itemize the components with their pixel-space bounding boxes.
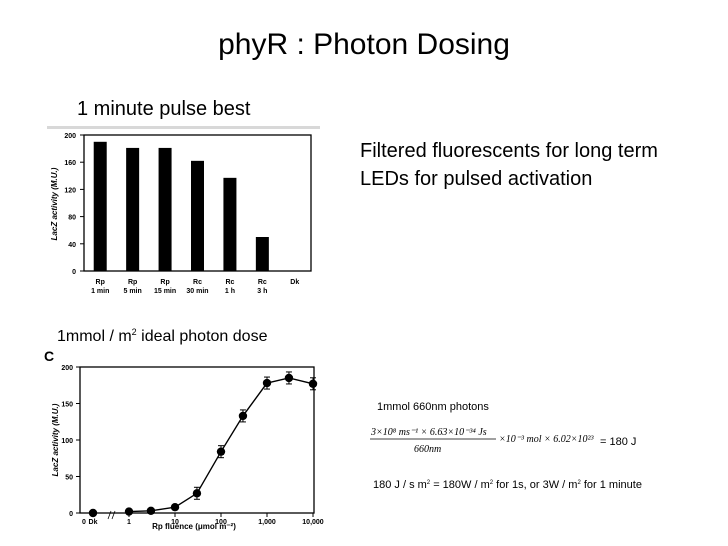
- dose-x-tick-label: 1,000: [258, 519, 276, 526]
- dose-point: [216, 447, 226, 456]
- bar-category-label: Dk: [290, 279, 299, 286]
- equation-numerator: 3×10⁸ ms⁻¹ × 6.63×10⁻³⁴ Js: [370, 427, 487, 438]
- bar: [255, 237, 269, 271]
- dose-point: [124, 507, 134, 516]
- bar-layer: 0 40 80 120 160 200 Rp 1 min Rp 5 min Rp 15 min Rc 30…: [64, 133, 299, 295]
- dose-note-pre: 1mmol / m: [57, 328, 132, 345]
- bar-y-tick-label: 120: [64, 187, 76, 194]
- axis-break-mark: [107, 510, 112, 520]
- bar-category-label: Rc: [258, 279, 267, 286]
- energy-exp2: 2: [489, 480, 494, 486]
- bar-category-label: Rc: [193, 279, 202, 286]
- bar-category-label: Rp: [96, 279, 105, 286]
- dose-x-tick-label: 0: [82, 519, 86, 526]
- bar-category-sublabel: 30 min: [186, 288, 208, 295]
- dose-point: [192, 489, 202, 498]
- dose-x-axis-label: Rp fluence (μmol m⁻²): [152, 522, 236, 531]
- dose-note-exp: 2: [131, 327, 137, 337]
- light-line-led: LEDs for pulsed activation: [360, 168, 593, 190]
- dose-point: [284, 373, 294, 383]
- energy-exp1: 2: [426, 480, 431, 486]
- dose-point: [146, 506, 156, 516]
- bar-y-tick-label: 0: [72, 269, 76, 276]
- bar-y-tick-label: 40: [68, 242, 76, 249]
- bar-category-label: Rc: [225, 279, 234, 286]
- dose-x-tick-label: 1: [127, 519, 131, 526]
- calc-result: = 180 J: [600, 436, 637, 448]
- bar: [223, 177, 237, 271]
- energy-d: for 1 minute: [580, 479, 642, 491]
- light-notes: Filtered fluorescents for long term LEDs…: [360, 137, 658, 193]
- dose-x-tick-label: 10: [171, 519, 179, 526]
- dose-curve: [128, 377, 314, 513]
- energy-a: 180 J / s m: [373, 479, 427, 491]
- energy-b: = 180W / m: [430, 479, 490, 491]
- calc-title: 1mmol 660nm photons: [377, 401, 489, 413]
- slide-title: phyR : Photon Dosing: [218, 28, 510, 61]
- dose-y-tick-label: 200: [61, 365, 73, 372]
- dose-point: [170, 502, 180, 512]
- dose-point: [262, 378, 272, 388]
- bar-category-sublabel: 1 min: [91, 288, 109, 295]
- scan-edge: [47, 126, 320, 129]
- dose-point-dark: [88, 508, 98, 518]
- dose-y-tick-label: 0: [69, 511, 73, 518]
- bar-category-label: Rp: [160, 279, 169, 286]
- bar-y-axis-label: LacZ activity (M.U.): [50, 167, 59, 240]
- energy-line: 180 J / s m2 = 180W / m2 for 1s, or 3W /…: [373, 479, 642, 491]
- bar: [126, 147, 140, 271]
- bar-y-tick-label: 160: [64, 160, 76, 167]
- energy-c: for 1s, or 3W / m: [493, 479, 578, 491]
- pulse-note: 1 minute pulse best: [77, 98, 251, 120]
- bar-category-sublabel: 1 h: [225, 288, 235, 295]
- dose-point: [308, 379, 318, 388]
- equation-factor: ×10⁻³ mol × 6.02×10²³: [499, 434, 595, 445]
- bar-category-sublabel: 15 min: [154, 288, 176, 295]
- bar-y-tick-label: 200: [64, 133, 76, 140]
- bar-category-label: Rp: [128, 279, 137, 286]
- photon-energy-equation: 3×10⁸ ms⁻¹ × 6.63×10⁻³⁴ Js 660nm ×10⁻³ m…: [370, 427, 595, 455]
- panel-label: C: [44, 348, 54, 364]
- dose-y-axis-label: LacZ activity (M.U.): [51, 403, 60, 476]
- equation-denominator: 660nm: [414, 444, 441, 455]
- dose-x-tick-label: 10,000: [302, 519, 324, 526]
- energy-exp3: 2: [577, 480, 581, 486]
- dose-y-tick-label: 100: [61, 438, 73, 445]
- bar: [93, 141, 107, 271]
- dose-point: [238, 411, 248, 421]
- dose-note: 1mmol / m2 ideal photon dose: [57, 327, 267, 346]
- dose-y-tick-label: 50: [65, 475, 73, 482]
- dose-y-tick-label: 150: [61, 402, 73, 409]
- bar-category-sublabel: 3 h: [257, 288, 267, 295]
- dose-note-post: ideal photon dose: [136, 328, 268, 345]
- bar-y-tick-label: 80: [68, 215, 76, 222]
- bar: [158, 147, 172, 271]
- bar-chart: 0 40 80 120 160 200 Rp 1 min Rp 5 min Rp 15 min Rc 30…: [47, 126, 320, 295]
- dose-x-tick-label: Dk: [89, 519, 98, 526]
- bar-category-sublabel: 5 min: [123, 288, 141, 295]
- dose-x-tick-label: 100: [215, 519, 227, 526]
- axis-break-mark: [111, 510, 116, 520]
- light-line-fluorescent: Filtered fluorescents for long term: [360, 140, 658, 162]
- bar: [191, 160, 204, 271]
